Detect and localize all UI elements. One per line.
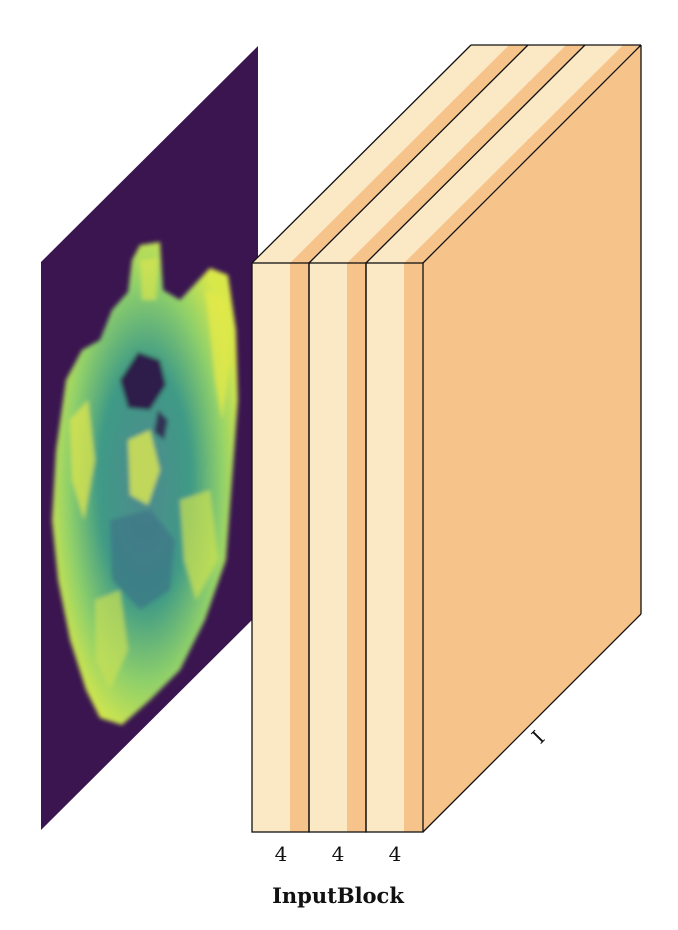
channel-label-2: 4 [332, 842, 345, 866]
visible-edges [251, 44, 642, 833]
brain-tissue [52, 242, 238, 725]
block-caption: InputBlock [272, 883, 404, 908]
feature-block [251, 44, 642, 833]
front-face [252, 263, 423, 832]
layer-3 [366, 263, 423, 832]
channel-label-3: 4 [389, 842, 402, 866]
layer-2 [309, 263, 366, 832]
side-face [423, 45, 641, 832]
channel-label-1: 4 [275, 842, 288, 866]
mri-brain-slice-icon [41, 46, 258, 830]
top-face [252, 45, 641, 263]
layer-1 [252, 263, 309, 832]
depth-label: I [527, 726, 550, 749]
